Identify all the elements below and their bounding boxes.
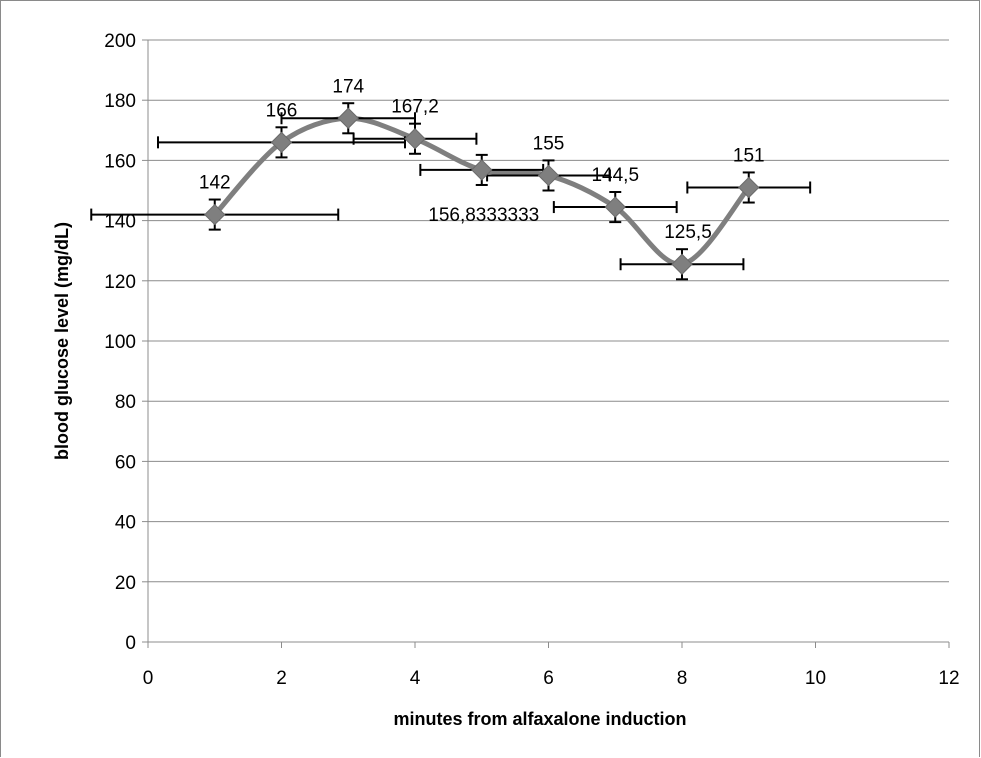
markers — [204, 107, 760, 275]
data-label-1: 166 — [266, 100, 298, 121]
data-labels: 142 166 174 167,2 156,8333333 155 144,5 125,5 15… — [199, 76, 765, 243]
x-axis-title: minutes from alfaxalone induction — [393, 709, 686, 729]
y-tick-label-200: 200 — [104, 31, 136, 52]
data-point-4 — [471, 159, 493, 181]
x-tick-label-6: 6 — [543, 668, 554, 689]
y-tick-label-80: 80 — [115, 392, 136, 413]
y-tick-label-0: 0 — [125, 633, 136, 654]
y-tick-label-40: 40 — [115, 513, 136, 534]
data-label-4: 156,8333333 — [428, 205, 539, 226]
data-label-0: 142 — [199, 173, 231, 194]
data-label-8: 151 — [733, 145, 765, 166]
data-label-2: 174 — [332, 76, 364, 97]
y-tick-labels: 0 20 40 60 80 100 120 140 160 180 200 — [104, 31, 136, 654]
data-point-1 — [270, 131, 293, 154]
data-point-3 — [404, 128, 426, 150]
y-axis-title: blood glucose level (mg/dL) — [52, 222, 72, 460]
y-tick-label-160: 160 — [104, 151, 136, 172]
y-tick-label-180: 180 — [104, 91, 136, 112]
data-label-7: 125,5 — [664, 222, 712, 243]
x-tick-label-2: 2 — [276, 668, 287, 689]
data-point-6 — [604, 196, 626, 218]
axes — [142, 39, 950, 648]
x-tick-labels: 0 2 4 6 8 10 12 — [143, 668, 960, 689]
data-point-5 — [537, 164, 560, 187]
y-tick-label-100: 100 — [104, 332, 136, 353]
data-point-8 — [738, 176, 760, 199]
y-tick-label-60: 60 — [115, 452, 136, 473]
y-tick-label-140: 140 — [104, 212, 136, 233]
x-tick-label-8: 8 — [677, 668, 688, 689]
x-tick-label-0: 0 — [143, 668, 154, 689]
data-label-5: 155 — [533, 133, 565, 154]
data-point-7 — [671, 253, 693, 275]
y-tick-label-120: 120 — [104, 272, 136, 293]
data-point-2 — [337, 107, 359, 129]
data-label-6: 144,5 — [591, 165, 639, 186]
x-tick-label-4: 4 — [410, 668, 421, 689]
x-tick-label-12: 12 — [938, 668, 959, 689]
x-tick-label-10: 10 — [805, 668, 826, 689]
y-tick-label-20: 20 — [115, 573, 136, 594]
data-label-3: 167,2 — [391, 97, 439, 118]
data-point-0 — [204, 203, 226, 226]
